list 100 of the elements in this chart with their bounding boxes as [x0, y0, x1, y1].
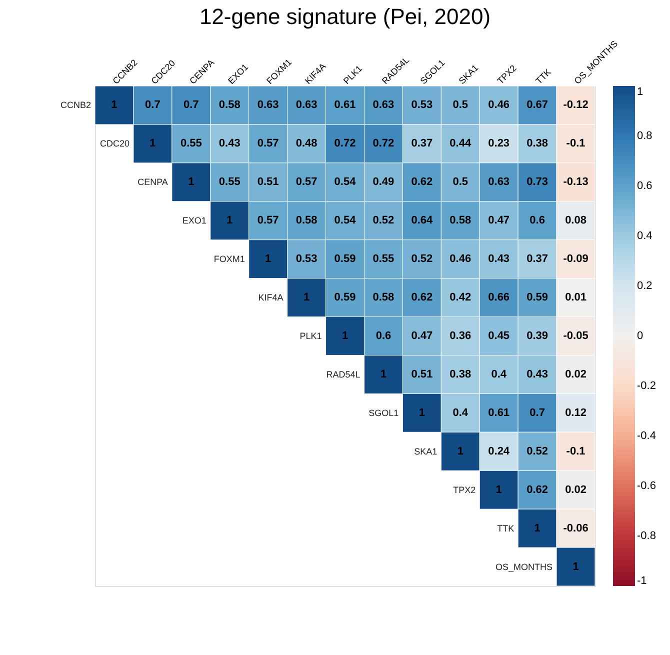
data-label: 0.55 [372, 253, 394, 266]
data-label: 1 [188, 176, 194, 188]
data-label: 0.52 [411, 253, 433, 266]
data-label: 1 [226, 214, 233, 227]
data-label: 0.55 [180, 138, 202, 150]
data-label: 0.59 [334, 292, 356, 304]
data-label: 0.43 [526, 368, 548, 380]
data-label: 0.63 [296, 99, 318, 112]
data-label: 0.57 [257, 214, 279, 227]
data-label: 0.7 [530, 406, 545, 419]
data-label: 0.53 [411, 99, 433, 112]
data-label: 1 [572, 560, 579, 573]
data-label: 0.42 [450, 292, 472, 304]
data-label: 0.38 [450, 368, 472, 380]
data-label: 0.59 [526, 292, 548, 304]
data-label: -0.1 [566, 445, 586, 458]
data-label: 1 [457, 445, 464, 458]
data-label: 0.72 [334, 138, 356, 150]
data-label: 1 [265, 253, 272, 266]
data-label: 0.58 [372, 292, 394, 304]
color-bar-label: 1 [637, 86, 644, 98]
data-label: -0.13 [563, 176, 588, 188]
data-label: 0.57 [257, 138, 279, 150]
data-label: 0.58 [218, 99, 240, 112]
data-label: 0.01 [565, 292, 586, 304]
data-label: -0.09 [563, 253, 588, 266]
data-label: 0.51 [257, 176, 279, 188]
data-label: 0.43 [488, 253, 510, 266]
data-label: 0.23 [488, 138, 510, 150]
color-bar-label: -0.4 [637, 430, 656, 442]
data-label: 1 [534, 522, 540, 534]
data-label: 0.61 [488, 406, 510, 419]
data-label: 0.66 [488, 292, 510, 304]
data-label: 0.67 [526, 99, 548, 112]
color-bar-label: 0.8 [637, 130, 652, 142]
data-label: 0.7 [184, 99, 199, 112]
x-tick-label: TTK [534, 66, 553, 86]
data-label: 0.62 [411, 176, 433, 188]
data-label: 0.43 [218, 138, 240, 150]
data-label: 0.39 [526, 330, 548, 342]
data-label: -0.1 [566, 138, 586, 150]
data-label: -0.12 [563, 99, 588, 112]
data-label: 1 [418, 406, 425, 419]
data-label: 1 [150, 138, 156, 150]
data-label: 0.52 [526, 445, 548, 458]
data-label: 0.64 [411, 214, 434, 227]
data-label: 0.61 [334, 99, 356, 112]
data-label: 0.02 [565, 368, 586, 380]
color-bar-label: 0.2 [637, 280, 652, 292]
data-label: 1 [303, 292, 310, 304]
data-label: 0.47 [411, 330, 433, 342]
data-label: 0.51 [411, 368, 433, 380]
data-label: 0.63 [488, 176, 510, 188]
data-label: 0.57 [296, 176, 318, 188]
data-label: 0.5 [452, 176, 468, 188]
data-label: 1 [111, 99, 118, 112]
data-label: 0.54 [334, 214, 357, 227]
data-label: 1 [342, 330, 348, 342]
data-label: 0.47 [488, 214, 510, 227]
data-label: 0.24 [488, 445, 510, 458]
color-bar-label: -0.6 [637, 480, 656, 492]
color-bar-label: 0 [637, 330, 644, 342]
data-label: 0.54 [334, 176, 357, 188]
color-bar-label: 0.4 [637, 230, 652, 242]
data-label: 0.72 [372, 138, 394, 150]
data-label: 0.59 [334, 253, 356, 266]
data-label: 0.49 [372, 176, 394, 188]
color-bar-label: -0.8 [637, 530, 656, 542]
data-label: 0.63 [372, 99, 394, 112]
data-label: 0.48 [296, 138, 318, 150]
data-label: 0.5 [452, 99, 468, 112]
data-label: 0.12 [565, 406, 586, 419]
color-bar-label: -0.2 [637, 380, 656, 392]
data-label: 0.73 [526, 176, 548, 188]
data-label: 0.37 [526, 253, 548, 266]
data-label: 0.6 [376, 330, 392, 342]
data-label: 0.08 [565, 214, 586, 227]
data-label: 0.02 [565, 484, 586, 496]
data-label: 0.55 [218, 176, 240, 188]
data-label: 0.46 [450, 253, 472, 266]
data-label: 0.46 [488, 99, 510, 112]
data-label: 0.4 [452, 406, 469, 419]
data-label: 0.44 [450, 138, 472, 150]
data-label: 0.58 [450, 214, 472, 227]
data-label: 0.37 [411, 138, 433, 150]
data-label: 0.4 [491, 368, 508, 380]
data-label: 0.38 [526, 138, 548, 150]
data-label: 0.6 [530, 214, 545, 227]
data-label: 0.7 [145, 99, 160, 112]
chart-title: 12-gene signature (Pei, 2020) [199, 4, 491, 29]
data-label: 0.63 [257, 99, 279, 112]
data-label: 0.36 [450, 330, 472, 342]
data-label: 1 [496, 484, 502, 496]
data-label: 0.52 [372, 214, 394, 227]
color-bar-label: 0.6 [637, 180, 652, 192]
data-label: 0.62 [411, 292, 433, 304]
data-label: 0.53 [296, 253, 318, 266]
data-label: -0.05 [563, 330, 588, 342]
data-label: 0.62 [526, 484, 548, 496]
data-label: 0.45 [488, 330, 510, 342]
